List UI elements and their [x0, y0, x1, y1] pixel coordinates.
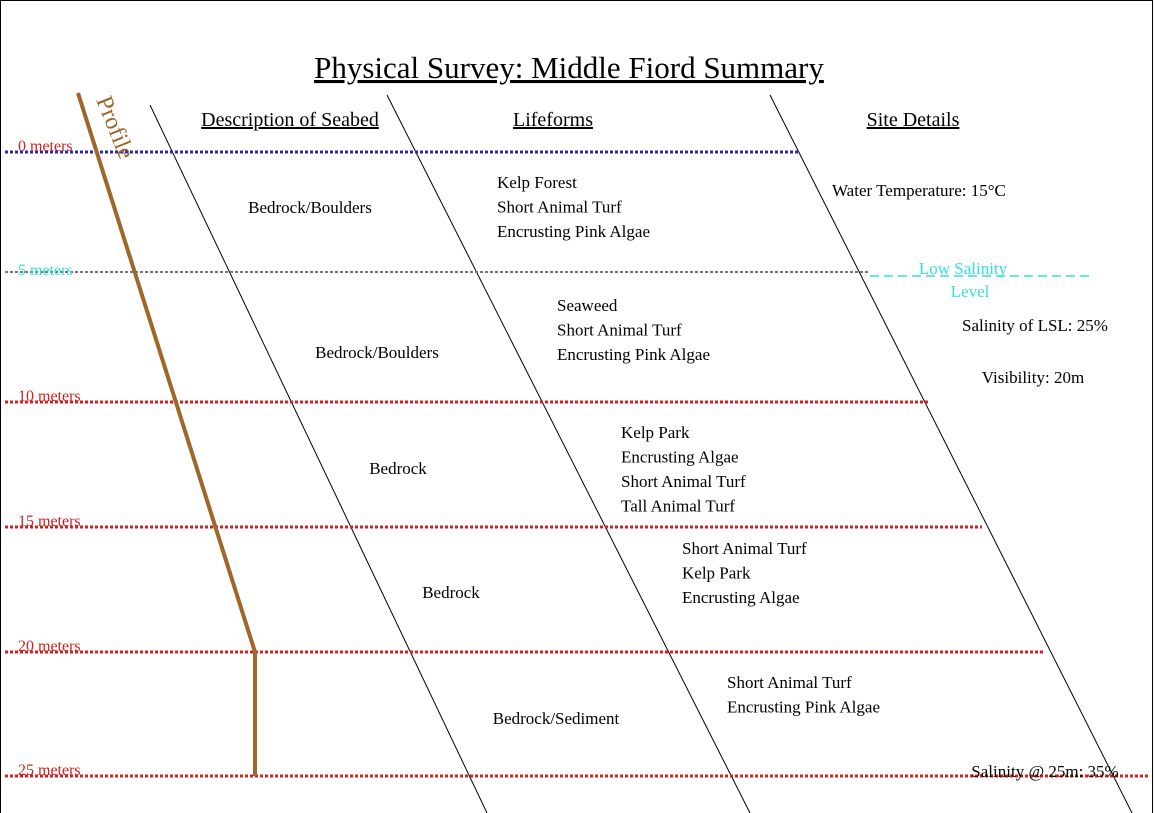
seabed-description: Bedrock/Boulders	[315, 343, 439, 362]
lifeform: Seaweed	[557, 296, 618, 315]
lifeform: Short Animal Turf	[557, 321, 682, 340]
divider	[386, 94, 751, 813]
lifeform: Kelp Forest	[497, 173, 577, 192]
depth-label: 20 meters	[18, 638, 81, 655]
lifeform: Encrusting Pink Algae	[727, 698, 880, 717]
depth-label: 15 meters	[18, 513, 81, 530]
seabed-description: Bedrock	[422, 583, 480, 602]
site-detail: Water Temperature: 15°C	[832, 181, 1006, 200]
depth-label: 5 meters	[18, 262, 73, 279]
lifeform: Encrusting Algae	[682, 588, 800, 607]
column-header: Lifeforms	[513, 109, 593, 131]
site-detail: Low Salinity	[919, 259, 1008, 278]
title: Physical Survey: Middle Fiord Summary	[314, 50, 824, 85]
site-detail: Salinity @ 25m: 35%	[971, 762, 1118, 781]
seabed-description: Bedrock	[369, 459, 427, 478]
profile-line	[76, 92, 257, 776]
lifeform: Encrusting Algae	[621, 448, 739, 467]
lifeform: Short Animal Turf	[497, 198, 622, 217]
lifeform: Short Animal Turf	[727, 673, 852, 692]
seabed-description: Bedrock/Boulders	[248, 198, 372, 217]
lifeform: Kelp Park	[621, 423, 690, 442]
depth-label: 25 meters	[18, 762, 81, 779]
site-detail: Level	[951, 282, 990, 301]
lifeform: Kelp Park	[682, 564, 751, 583]
depth-label: 10 meters	[18, 388, 81, 405]
column-header: Site Details	[867, 109, 960, 131]
column-header: Description of Seabed	[201, 109, 379, 131]
lifeform: Encrusting Pink Algae	[557, 345, 710, 364]
content: 0 meters 5 meters 10 meters 15 meters 20 met…	[18, 138, 1119, 781]
divider	[149, 104, 488, 813]
site-detail: Visibility: 20m	[982, 368, 1084, 387]
lifeform: Tall Animal Turf	[621, 497, 735, 516]
lifeform: Encrusting Pink Algae	[497, 222, 650, 241]
seabed-description: Bedrock/Sediment	[493, 709, 620, 728]
divider	[769, 94, 1133, 813]
lifeform: Short Animal Turf	[682, 539, 807, 558]
site-detail: Salinity of LSL: 25%	[962, 316, 1108, 335]
lifeform: Short Animal Turf	[621, 472, 746, 491]
depth-label: 0 meters	[18, 138, 73, 155]
